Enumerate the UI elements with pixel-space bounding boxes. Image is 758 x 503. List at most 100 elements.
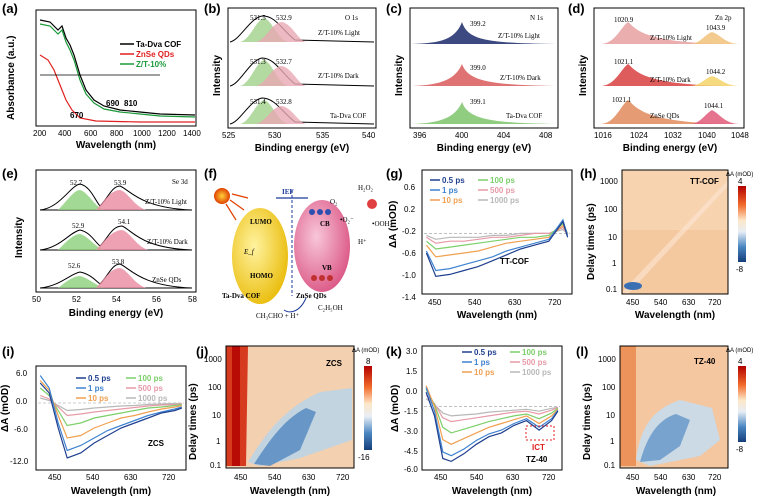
tick: 540: [268, 473, 282, 482]
legend-label: 1000 ps: [490, 196, 520, 205]
peak-label: 532.7: [276, 58, 292, 66]
legend-label: 100 ps: [138, 374, 163, 383]
x-label-j: Wavelength (nm): [250, 486, 330, 497]
tick: -6.0: [404, 465, 418, 474]
ooh-label: •OOH: [372, 220, 390, 228]
legend-label: 1 ps: [442, 186, 459, 195]
y-label-e: Intensity: [14, 216, 25, 258]
panel-k: (k) ICT TZ-40 0.5 ps 100 ps 1 ps 500 ps …: [386, 344, 563, 497]
series-0.5-ps: [425, 391, 559, 463]
heatmap-bleach-core: [640, 414, 690, 462]
peak-label: 1021.1: [614, 58, 634, 66]
panel-label-i: (i): [2, 344, 14, 359]
series-0.5-ps: [425, 220, 569, 278]
plot-frame-b: [227, 7, 377, 129]
series-1-ps: [425, 387, 559, 457]
peak-label: 1044.2: [706, 68, 726, 76]
panel-label-k: (k): [386, 344, 402, 359]
sample-label-i: ZCS: [148, 439, 165, 448]
tick: -6.0: [14, 425, 28, 434]
y-label-d: Intensity: [578, 54, 589, 96]
tick: 1: [216, 437, 221, 446]
panel-h: (h) TT-COF ΔA (mOD) 4 -8 1000 100 10 1 0…: [580, 166, 753, 321]
legend-label-ta: Ta-Dva COF: [136, 40, 181, 49]
tick: -0.6: [402, 249, 416, 258]
xps-row: 399.1 Ta-Dva COF: [412, 98, 556, 124]
tick: 540: [654, 298, 668, 307]
series-z-t-10: [39, 23, 196, 118]
panel-label-d: (d): [568, 1, 585, 16]
plot-frame-k: [421, 345, 563, 471]
tick: 100: [208, 383, 222, 392]
peak-label: 1044.1: [704, 102, 724, 110]
series-500-ps: [39, 394, 182, 417]
colorbar-l: [738, 366, 746, 442]
x-ticks-i: 450 540 630 720: [48, 473, 176, 482]
x-ticks-g: 450 540 630 720: [428, 298, 562, 307]
heatmap-induced: [620, 346, 636, 466]
element-d: Zn 2p: [715, 14, 732, 22]
tick: 1000: [598, 355, 616, 364]
y-ticks-j: 1000 100 10 1 0.1: [204, 355, 222, 470]
y-ticks-l: 1000 100 10 1 0.1: [598, 355, 616, 470]
tick: 0.0: [406, 387, 418, 396]
series-100-ps: [426, 222, 569, 250]
legend-label: 1 ps: [474, 358, 491, 367]
electrons-icon: [309, 209, 331, 215]
tick: -1.0: [402, 271, 416, 280]
tick: 0.1: [210, 461, 222, 470]
heatmap-bleach: [624, 282, 642, 290]
plot-frame-e: [35, 169, 197, 293]
sample-label-k: TZ-40: [526, 455, 548, 464]
y-ticks-h: 1000 100 10 1 0.1: [600, 177, 618, 294]
tick: 3.0: [406, 347, 418, 356]
tick: 1: [612, 259, 617, 268]
x-label-k: Wavelength (nm): [452, 486, 532, 497]
row-label: Z/T-10% Dark: [650, 76, 691, 84]
peak-label: 52.9: [72, 222, 85, 230]
xps-row: 531.4 532.8 Ta-Dva COF: [229, 97, 375, 125]
row-label: Z/T-10% Light: [650, 34, 692, 42]
sample-label-j: ZCS: [326, 359, 343, 368]
xps-row: 1021.1 1044.2 Z/T-10% Dark: [600, 58, 740, 86]
tick: 200: [33, 129, 47, 138]
tick: 450: [434, 473, 448, 482]
legend-label: 1000 ps: [522, 368, 552, 377]
element-b: O 1s: [345, 14, 358, 22]
cbar-min: -8: [736, 445, 744, 454]
cof-particle: [232, 208, 288, 304]
panel-label-c: (c): [386, 1, 402, 16]
panel-e: (e) Se 3d 52.7 53.9 Z/T-10% Light 52.9 5…: [2, 166, 197, 319]
x-ticks-j: 450 540 630 720: [234, 473, 350, 482]
row-label: Z/T-10% Light: [318, 29, 360, 37]
panel-f: (f) IEF LUMO HOMO E_f CB VB Ta-Dva COF Z…: [204, 166, 390, 320]
panel-label-e: (e): [2, 166, 18, 181]
xps-row: 399.0 Z/T-10% Dark: [412, 64, 556, 86]
tick: 408: [539, 131, 553, 140]
panel-i: (i) ZCS 0.5 ps 100 ps 1 ps 500 ps 10 ps …: [0, 344, 187, 497]
spectra-curves-k: [424, 385, 560, 463]
peak-label: 1043.9: [706, 24, 726, 32]
cbar-title: ΔA (mOD): [726, 348, 753, 354]
legend-label: 100 ps: [522, 348, 547, 357]
light-rays-icon: [225, 193, 249, 221]
tick: -3.0: [404, 427, 418, 436]
tick: 630: [508, 298, 522, 307]
peak-label: 531.5: [250, 14, 266, 22]
tick: 540: [468, 298, 482, 307]
tick: 600: [84, 129, 98, 138]
homo-label: HOMO: [250, 272, 273, 280]
xps-row: 531.3 532.7 Z/T-10% Dark: [229, 57, 375, 87]
tick: 10: [606, 411, 615, 420]
h-plus-icon: [367, 199, 377, 209]
tick: 1000: [204, 355, 222, 364]
legend-label: 10 ps: [474, 368, 495, 377]
cbar-max: 4: [738, 357, 743, 366]
tick: 0.1: [604, 461, 616, 470]
cbar-max: 8: [366, 357, 371, 366]
tick: 1032: [664, 131, 682, 140]
x-ticks-h: 450 540 630 720: [626, 298, 722, 307]
tick: 1400: [183, 129, 201, 138]
x-label-l: Wavelength (nm): [636, 486, 716, 497]
superoxide-label: •O₂⁻: [340, 216, 354, 224]
